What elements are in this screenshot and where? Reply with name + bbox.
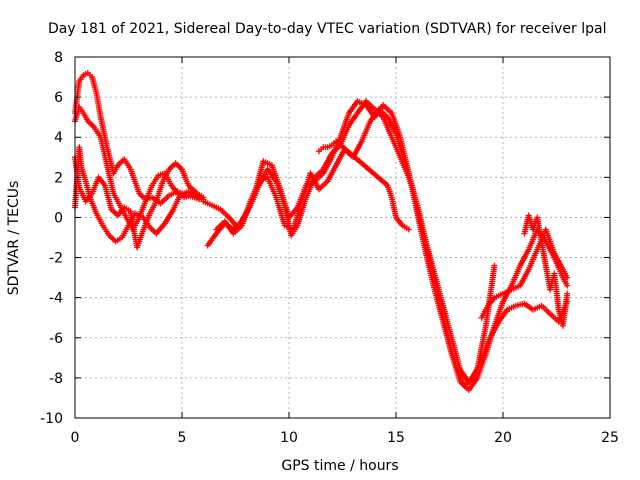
y-tick-label: -4 bbox=[49, 291, 63, 307]
series-track-2 bbox=[72, 104, 203, 233]
chart-title: Day 181 of 2021, Sidereal Day-to-day VTE… bbox=[48, 21, 606, 37]
data-points bbox=[72, 70, 571, 393]
y-tick-label: 4 bbox=[54, 130, 63, 146]
data-point bbox=[491, 262, 498, 269]
x-tick-label: 25 bbox=[601, 430, 619, 446]
y-tick-label: 6 bbox=[54, 90, 63, 106]
data-point bbox=[564, 290, 571, 297]
grid bbox=[75, 57, 610, 418]
data-point bbox=[405, 226, 412, 233]
x-tick-label: 15 bbox=[387, 430, 405, 446]
y-tick-label: 2 bbox=[54, 170, 63, 186]
x-tick-label: 10 bbox=[280, 430, 298, 446]
y-axis-ticks: -10 -8 -6 -4 -2 0 2 4 6 8 bbox=[40, 50, 610, 427]
y-tick-label: -8 bbox=[49, 371, 63, 387]
y-tick-label: -6 bbox=[49, 331, 63, 347]
y-tick-label: 8 bbox=[54, 50, 63, 66]
series-track-6 bbox=[200, 98, 571, 393]
y-tick-label: 0 bbox=[54, 210, 63, 226]
series-track-4 bbox=[72, 154, 207, 251]
series-track-5 bbox=[204, 98, 498, 385]
series-track-10 bbox=[521, 212, 571, 329]
y-axis-label: SDTVAR / TECUs bbox=[6, 181, 22, 296]
plot-frame bbox=[74, 56, 611, 419]
data-point bbox=[564, 282, 571, 289]
x-axis-ticks: 0 5 10 15 20 25 bbox=[71, 57, 619, 446]
x-tick-label: 0 bbox=[71, 430, 80, 446]
x-tick-label: 5 bbox=[178, 430, 187, 446]
x-axis-label: GPS time / hours bbox=[281, 458, 398, 474]
series-track-7 bbox=[213, 106, 571, 389]
y-tick-label: -2 bbox=[49, 251, 63, 267]
x-tick-label: 20 bbox=[494, 430, 512, 446]
series-track-8 bbox=[315, 138, 412, 233]
y-tick-label: -10 bbox=[40, 411, 63, 427]
data-point bbox=[564, 274, 571, 281]
